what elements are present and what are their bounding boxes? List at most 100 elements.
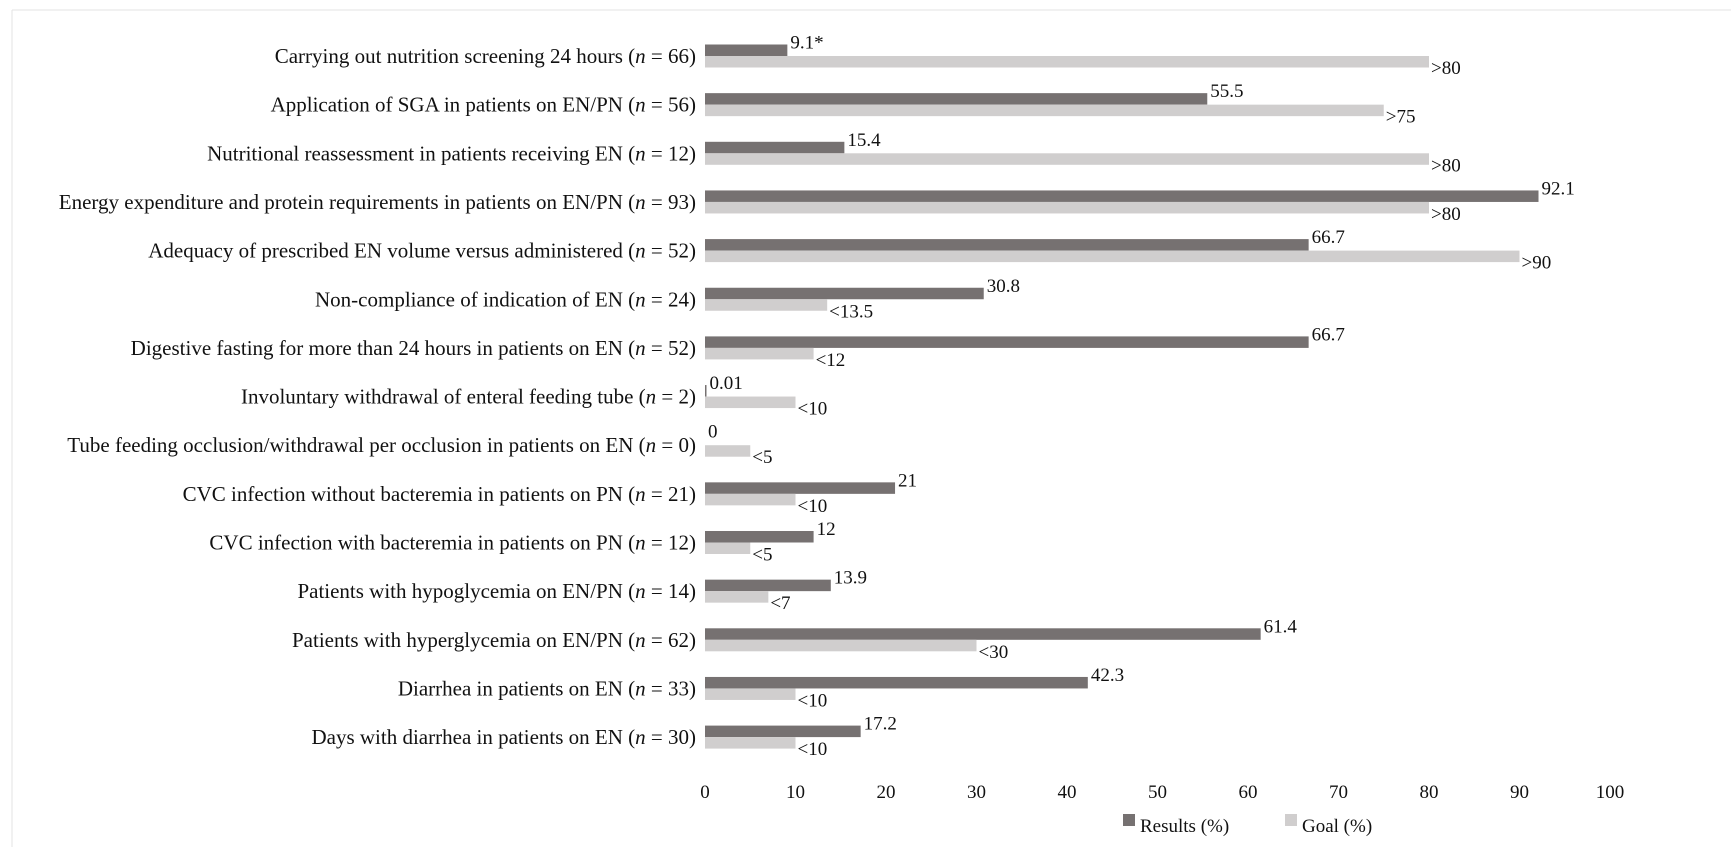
goal-bar [705, 591, 769, 603]
category-label-part: CVC infection without bacteremia in pati… [183, 482, 636, 506]
goal-value-label: <13.5 [829, 301, 873, 322]
category-label-n: n [635, 239, 646, 263]
category-label-n: n [635, 725, 646, 749]
category-label-part: Tube feeding occlusion/withdrawal per oc… [67, 433, 645, 457]
category-label: Application of SGA in patients on EN/PN … [271, 93, 696, 117]
results-bar [705, 579, 831, 592]
category-label-n: n [635, 579, 646, 603]
goal-bar [705, 153, 1429, 165]
category-label: Non-compliance of indication of EN (n = … [315, 287, 696, 311]
goal-bar [705, 104, 1384, 117]
category-label: CVC infection with bacteremia in patient… [209, 531, 696, 555]
legend-results-label: Results (%) [1140, 816, 1229, 837]
goal-bar [705, 201, 1429, 214]
category-label-part: = 62) [646, 628, 696, 652]
category-label: Adequacy of prescribed EN volume versus … [148, 239, 696, 263]
goal-bar [705, 688, 796, 700]
goal-bar [705, 396, 796, 409]
category-label-part: Days with diarrhea in patients on EN ( [311, 725, 635, 749]
results-bar [705, 141, 845, 154]
legend-goal-swatch [1285, 814, 1297, 826]
category-label-n: n [635, 482, 646, 506]
goal-value-label: <10 [798, 690, 828, 711]
category-label-part: = 14) [646, 579, 696, 603]
results-bar [705, 482, 896, 494]
results-value-label: 17.2 [864, 714, 897, 735]
category-label-part: Carrying out nutrition screening 24 hour… [275, 44, 635, 68]
category-label-part: = 21) [646, 482, 696, 506]
category-label: Involuntary withdrawal of enteral feedin… [241, 385, 696, 409]
goal-bar [705, 542, 751, 554]
goal-value-label: >75 [1386, 107, 1416, 128]
results-value-label: 66.7 [1312, 324, 1345, 345]
results-value-label: 0 [708, 422, 718, 443]
goal-bar [705, 639, 977, 652]
category-label-n: n [635, 93, 646, 117]
category-label-part: = 2) [656, 385, 696, 409]
goal-value-label: >80 [1431, 155, 1461, 176]
category-label-part: = 66) [646, 44, 696, 68]
results-value-label: 92.1 [1542, 178, 1575, 199]
results-value-label: 13.9 [834, 568, 867, 589]
category-label-part: Adequacy of prescribed EN volume versus … [148, 239, 635, 263]
category-label-n: n [635, 44, 646, 68]
category-label-part: = 24) [646, 287, 696, 311]
goal-value-label: <10 [798, 496, 828, 517]
x-tick-label: 30 [967, 782, 986, 803]
category-label-n: n [635, 190, 646, 214]
x-tick-label: 20 [877, 782, 896, 803]
category-label-n: n [635, 336, 646, 360]
legend-goal-label: Goal (%) [1302, 816, 1372, 837]
category-label-part: = 12) [646, 141, 696, 165]
goal-bar [705, 445, 751, 457]
goal-value-label: <10 [798, 739, 828, 760]
category-label: Tube feeding occlusion/withdrawal per oc… [67, 433, 696, 457]
x-tick-label: 40 [1058, 782, 1077, 803]
category-label-part: = 56) [646, 93, 696, 117]
x-tick-label: 70 [1329, 782, 1348, 803]
category-label: Nutritional reassessment in patients rec… [207, 141, 696, 165]
goal-value-label: <5 [752, 447, 772, 468]
results-bar [705, 336, 1309, 348]
results-bar [705, 287, 984, 300]
x-tick-label: 10 [786, 782, 805, 803]
category-label: Patients with hypoglycemia on EN/PN (n =… [297, 579, 696, 603]
category-label-part: Energy expenditure and protein requireme… [59, 190, 635, 214]
goal-bar [705, 299, 828, 311]
goal-value-label: <5 [752, 545, 772, 566]
x-tick-label: 80 [1420, 782, 1439, 803]
results-bar [705, 531, 814, 543]
category-label-part: CVC infection with bacteremia in patient… [209, 531, 635, 555]
results-value-label: 12 [817, 519, 836, 540]
category-label: Days with diarrhea in patients on EN (n … [311, 725, 696, 749]
results-value-label: 66.7 [1312, 227, 1345, 248]
category-label-n: n [635, 287, 646, 311]
category-label: Carrying out nutrition screening 24 hour… [275, 44, 696, 68]
category-label-part: Patients with hypoglycemia on EN/PN ( [297, 579, 635, 603]
results-value-label: 15.4 [847, 130, 881, 151]
results-value-label: 55.5 [1210, 81, 1243, 102]
category-label-part: Patients with hyperglycemia on EN/PN ( [292, 628, 635, 652]
results-value-label: 9.1* [790, 33, 823, 54]
legend-results-swatch [1123, 814, 1135, 826]
category-label-n: n [635, 531, 646, 555]
category-label-part: Involuntary withdrawal of enteral feedin… [241, 385, 646, 409]
results-bar [705, 628, 1261, 640]
goal-bar [705, 250, 1520, 263]
category-label-part: = 33) [646, 676, 696, 700]
category-label-n: n [635, 141, 646, 165]
goal-bar [705, 347, 814, 360]
category-label-n: n [635, 628, 646, 652]
category-label-part: Nutritional reassessment in patients rec… [207, 141, 635, 165]
results-value-label: 61.4 [1264, 616, 1298, 637]
category-label-part: Non-compliance of indication of EN ( [315, 287, 635, 311]
x-tick-label: 100 [1596, 782, 1625, 803]
category-label-part: Diarrhea in patients on EN ( [398, 676, 635, 700]
goal-value-label: <12 [816, 350, 846, 371]
results-bar [705, 93, 1208, 105]
category-label-part: = 12) [646, 531, 696, 555]
results-bar [705, 239, 1309, 251]
goal-value-label: <10 [798, 399, 828, 420]
category-label-part: = 52) [646, 239, 696, 263]
